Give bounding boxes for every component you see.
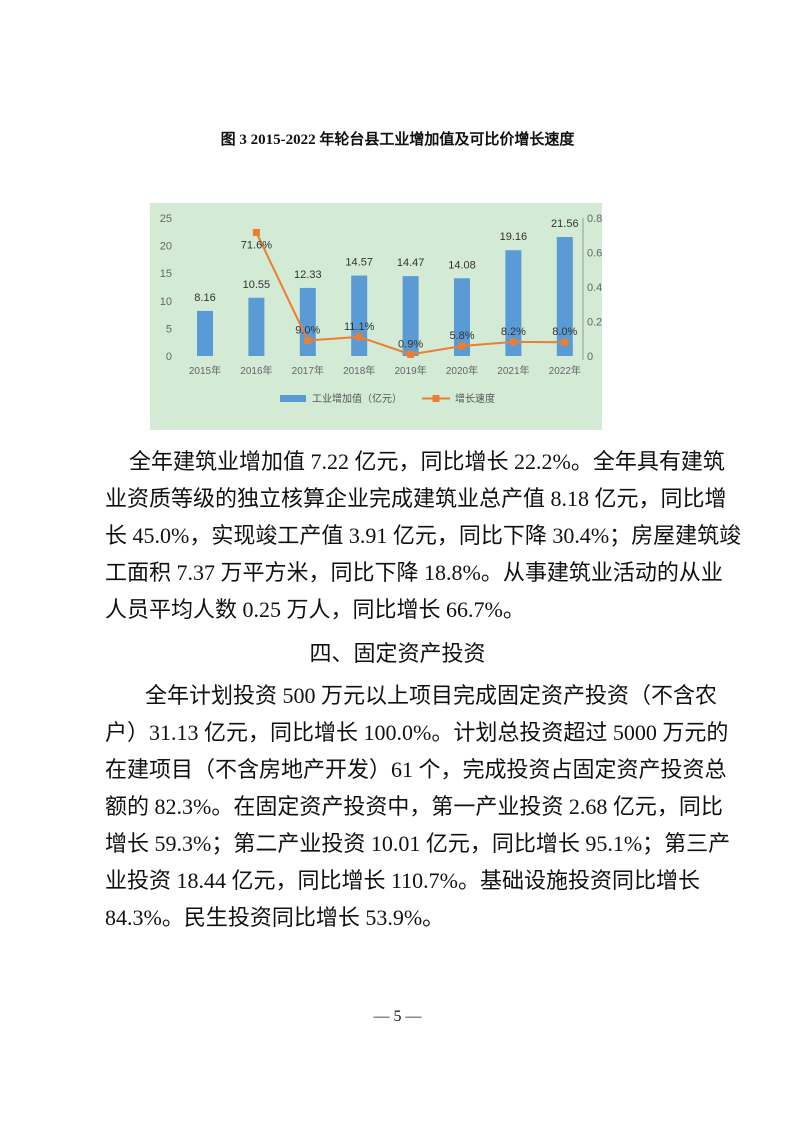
growth-data-label: 71.6%: [241, 239, 272, 251]
text-line: 额的 82.3%。在固定资产投资中，第一产业投资 2.68 亿元，同比: [105, 794, 723, 819]
bar-data-label: 8.16: [194, 292, 215, 304]
growth-data-label: 8.2%: [501, 326, 526, 338]
growth-data-label: 0.9%: [398, 338, 423, 350]
legend-line-marker: [432, 395, 440, 402]
growth-marker: [304, 336, 312, 344]
bar-data-label: 21.56: [551, 218, 579, 230]
growth-data-label: 8.0%: [552, 326, 577, 338]
x-tick-label: 2016年: [240, 364, 272, 377]
bar-data-label: 14.47: [397, 257, 425, 269]
x-tick-label: 2022年: [549, 364, 581, 377]
bar: [402, 276, 419, 356]
y-left-tick-label: 10: [160, 296, 172, 308]
growth-data-label: 11.1%: [344, 321, 375, 333]
legend-bar-label: 工业增加值（亿元）: [312, 392, 402, 405]
x-tick-label: 2018年: [343, 364, 375, 377]
y-right-tick-label: 0.4: [587, 282, 602, 294]
growth-marker: [407, 350, 415, 358]
text-line: 人员平均人数 0.25 万人，同比增长 66.7%。: [105, 597, 525, 622]
y-right-tick-label: 0: [587, 351, 593, 363]
x-tick-label: 2015年: [189, 364, 221, 377]
text-line: 增长 59.3%；第二产业投资 10.01 亿元，同比增长 95.1%；第三产: [105, 831, 731, 856]
legend-bar-swatch: [280, 395, 306, 402]
x-tick-label: 2019年: [394, 364, 426, 377]
growth-data-label: 5.8%: [449, 330, 474, 342]
paragraph-investment: 全年计划投资 500 万元以上项目完成固定资产投资（不含农 户）31.13 亿元…: [105, 677, 731, 936]
bar: [351, 275, 368, 356]
y-left-tick-label: 5: [166, 323, 172, 335]
text-line: 全年建筑业增加值 7.22 亿元，同比增长 22.2%。全年具有建筑: [129, 449, 725, 474]
text-line: 84.3%。民生投资同比增长 53.9%。: [105, 905, 445, 930]
text-line: 长 45.0%，实现竣工产值 3.91 亿元，同比下降 30.4%；房屋建筑竣: [105, 523, 742, 548]
growth-marker: [509, 338, 517, 346]
y-left-tick-label: 0: [166, 351, 172, 363]
bar-data-label: 10.55: [243, 279, 271, 291]
x-tick-label: 2017年: [292, 364, 324, 377]
figure-title: 图 3 2015-2022 年轮台县工业增加值及可比价增长速度: [220, 132, 575, 148]
x-tick-label: 2021年: [497, 364, 529, 377]
growth-data-label: 9.0%: [295, 324, 320, 336]
growth-marker: [561, 338, 569, 346]
page-number: — 5 —: [373, 1008, 422, 1025]
y-right-tick-label: 0.6: [587, 248, 602, 260]
growth-marker: [355, 333, 363, 341]
section-heading: 四、固定资产投资: [309, 641, 486, 666]
legend-line-label: 增长速度: [455, 392, 495, 405]
chart-svg: 0 5 10 15 20 25 0 0.2 0.4 0.6 0.8 2015年 2016年 2017年 20…: [160, 213, 602, 405]
growth-marker: [252, 228, 260, 236]
text-line: 工面积 7.37 万平方米，同比下降 18.8%。从事建筑业活动的从业: [105, 560, 723, 585]
bar-data-label: 14.57: [345, 257, 373, 269]
text-line: 业投资 18.44 亿元，同比增长 110.7%。基础设施投资同比增长: [105, 868, 701, 893]
bar-data-label: 14.08: [448, 259, 476, 271]
text-line: 在建项目（不含房地产开发）61 个，完成投资占固定资产投资总: [105, 757, 727, 782]
bar: [248, 297, 265, 356]
bar: [197, 310, 213, 356]
text-line: 户）31.13 亿元，同比增长 100.0%。计划总投资超过 5000 万元的: [105, 720, 729, 745]
y-left-tick-label: 25: [160, 213, 172, 225]
growth-marker: [458, 342, 466, 350]
y-right-tick-label: 0.2: [587, 317, 602, 329]
industry-value-chart: 0 5 10 15 20 25 0 0.2 0.4 0.6 0.8 2015年 2016年 2017年 20…: [150, 203, 602, 430]
x-tick-label: 2020年: [446, 364, 478, 377]
bar: [505, 250, 522, 356]
text-line: 全年计划投资 500 万元以上项目完成固定资产投资（不含农: [145, 683, 718, 708]
y-left-tick-label: 20: [160, 241, 172, 253]
paragraph-construction: 全年建筑业增加值 7.22 亿元，同比增长 22.2%。全年具有建筑 业资质等级…: [105, 443, 742, 628]
bar: [454, 278, 470, 356]
y-right-tick-label: 0.8: [587, 213, 602, 225]
bar: [299, 287, 316, 356]
bar: [556, 236, 573, 356]
y-left-tick-label: 15: [160, 268, 172, 280]
bar-data-label: 19.16: [500, 231, 528, 243]
bar-data-label: 12.33: [294, 269, 322, 281]
text-line: 业资质等级的独立核算企业完成建筑业总产值 8.18 亿元，同比增: [105, 486, 727, 511]
